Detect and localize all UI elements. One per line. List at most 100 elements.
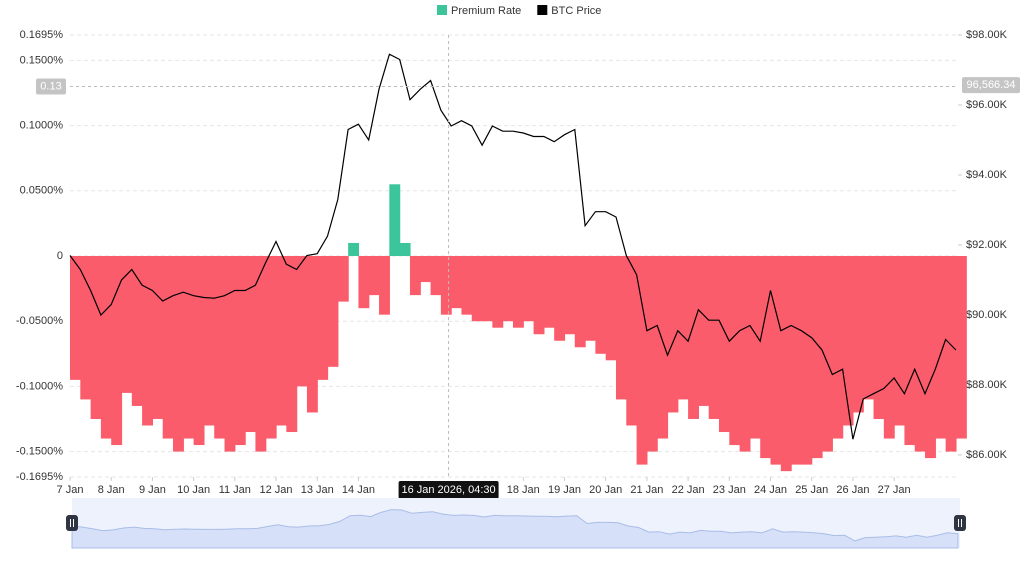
premium-bar	[512, 256, 524, 328]
price-line	[69, 53, 957, 440]
navigator-handle[interactable]	[66, 515, 78, 531]
navigator-area	[71, 509, 959, 549]
premium-bar	[286, 256, 298, 433]
x-tick-label: 13 Jan	[301, 484, 334, 496]
premium-bar	[883, 256, 895, 439]
premium-bar	[440, 256, 452, 315]
x-tick-label: 10 Jan	[177, 484, 210, 496]
crosshair-x-label: 16 Jan 2026, 04:30	[401, 484, 495, 496]
y-tick-label: -0.1695%	[16, 471, 63, 483]
premium-bar	[852, 256, 864, 413]
y2-tick-label: $92.00K	[966, 239, 1008, 251]
x-tick-label: 22 Jan	[672, 484, 705, 496]
premium-bar	[698, 256, 710, 406]
x-tick-label: 11 Jan	[219, 484, 251, 496]
x-tick-label: 14 Jan	[342, 484, 375, 496]
premium-bar	[533, 256, 545, 335]
premium-bar	[389, 184, 401, 256]
premium-bar	[657, 256, 669, 439]
y2-tick-label: $98.00K	[966, 29, 1008, 41]
x-tick-label: 19 Jan	[548, 484, 581, 496]
x-tick-label: 21 Jan	[630, 484, 663, 496]
x-tick-label: 25 Jan	[795, 484, 828, 496]
premium-bar	[306, 256, 318, 413]
premium-bar	[471, 256, 483, 322]
x-tick-label: 8 Jan	[98, 484, 125, 496]
y-tick-label: -0.1000%	[16, 380, 63, 392]
premium-bar	[142, 256, 154, 426]
navigator-handle[interactable]	[954, 515, 966, 531]
y-tick-label: 0.1695%	[20, 29, 64, 41]
x-tick-label: 9 Jan	[139, 484, 166, 496]
premium-bar	[409, 256, 421, 296]
premium-bar	[801, 256, 813, 465]
premium-bar	[667, 256, 679, 413]
premium-bar	[564, 256, 576, 335]
premium-bar	[492, 256, 504, 328]
y2-tick-label: $96.00K	[966, 99, 1008, 111]
premium-bar	[842, 256, 854, 426]
legend-swatch	[537, 5, 548, 15]
x-tick-label: 27 Jan	[878, 484, 911, 496]
premium-bar	[688, 256, 699, 419]
premium-bar	[770, 256, 782, 465]
premium-bar	[780, 256, 792, 472]
premium-bar	[482, 256, 493, 322]
crosshair-y2-box	[962, 77, 1020, 94]
premium-bar	[894, 256, 906, 426]
y-tick-label: 0.1000%	[20, 120, 64, 132]
premium-bar	[523, 256, 535, 322]
premium-bar	[265, 256, 277, 439]
premium-bar	[615, 256, 627, 400]
premium-bar	[276, 256, 287, 426]
premium-bar	[430, 256, 442, 296]
premium-bar	[677, 256, 689, 400]
y2-tick-label: $86.00K	[966, 449, 1008, 461]
y2-tick-label: $94.00K	[966, 169, 1008, 181]
premium-bar	[543, 256, 555, 328]
y2-tick-label: $90.00K	[966, 309, 1008, 321]
premium-bar	[945, 256, 957, 452]
premium-bar	[955, 256, 967, 439]
premium-bar	[461, 256, 473, 315]
premium-bar	[873, 256, 885, 419]
legend-swatch	[437, 5, 447, 15]
premium-bar	[224, 256, 236, 452]
premium-bar	[914, 256, 926, 452]
premium-bar	[173, 256, 184, 452]
crosshair-x-box	[398, 481, 499, 499]
handle-body	[954, 515, 966, 531]
premium-bar	[111, 256, 123, 446]
crosshair-y2-label: 96,566.34	[967, 79, 1016, 91]
premium-bar	[100, 256, 112, 439]
y-tick-label: 0.0500%	[20, 185, 64, 197]
premium-bar	[554, 256, 566, 341]
legend-label: BTC Price	[551, 5, 601, 17]
y-tick-label: 0.1500%	[20, 54, 64, 66]
premium-bar	[595, 256, 607, 354]
x-tick-label: 24 Jan	[754, 484, 787, 496]
premium-bar	[70, 256, 81, 380]
premium-bar	[121, 256, 133, 393]
x-tick-label: 23 Jan	[713, 484, 746, 496]
premium-bar	[255, 256, 267, 452]
premium-bar	[502, 256, 514, 322]
crosshair-y-label: 0.13	[40, 80, 61, 92]
premium-bar	[626, 256, 638, 426]
premium-bar	[791, 256, 803, 465]
premium-bar	[214, 256, 226, 439]
x-tick-label: 7 Jan	[57, 484, 84, 496]
premium-bar	[574, 256, 586, 348]
y2-tick-label: $88.00K	[966, 379, 1008, 391]
premium-bar	[605, 256, 617, 361]
premium-bar	[234, 256, 246, 446]
premium-bar	[585, 256, 596, 341]
premium-bar	[193, 256, 205, 446]
x-tick-label: 20 Jan	[589, 484, 622, 496]
premium-bar	[368, 256, 380, 296]
premium-bar	[379, 256, 390, 315]
crosshair-y-box	[36, 78, 66, 95]
premium-bar	[708, 256, 720, 419]
legend-label: Premium Rate	[451, 5, 521, 17]
premium-bar	[358, 256, 370, 309]
